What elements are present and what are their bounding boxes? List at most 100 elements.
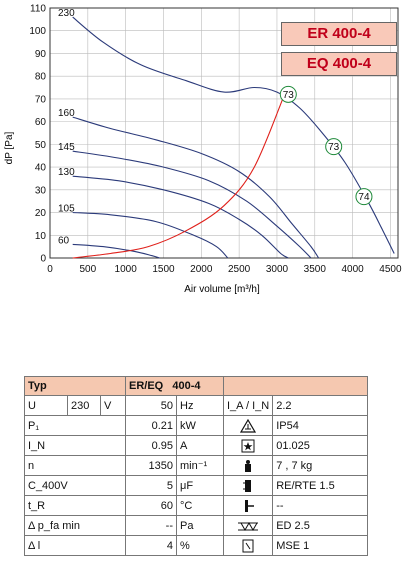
row-unit: kW xyxy=(176,415,224,436)
y-tick-label: 70 xyxy=(35,94,47,105)
capacitor-icon xyxy=(222,475,274,496)
y-tick-label: 110 xyxy=(30,4,46,15)
plot-area xyxy=(50,8,398,258)
row-unit: min⁻¹ xyxy=(176,455,224,476)
ip-icon xyxy=(222,415,274,436)
row-symbol: t_R xyxy=(24,495,126,516)
table-row: t_R 60 °C -- xyxy=(24,495,368,516)
star-box-icon xyxy=(222,435,274,456)
row-unit: Hz xyxy=(176,395,224,416)
series-label-105: 105 xyxy=(58,204,75,215)
x-tick-label: 3500 xyxy=(304,264,327,275)
row-unit: Pa xyxy=(176,515,224,536)
y-tick-label: 10 xyxy=(35,231,47,242)
row-unit: °C xyxy=(176,495,224,516)
table-row: C_400V 5 μF RE/RTE 1.5 xyxy=(24,475,368,496)
series-label-160: 160 xyxy=(58,108,75,119)
row-value: 1350 xyxy=(125,455,177,476)
y-axis-label: dP [Pa] xyxy=(4,131,15,164)
x-tick-label: 2000 xyxy=(190,264,213,275)
x-tick-label: 2500 xyxy=(228,264,251,275)
row-value: 60 xyxy=(125,495,177,516)
table-header-row: Typ ER/EQ 400-4 xyxy=(24,376,368,396)
ia-in-label: I_A / I_N xyxy=(222,395,274,416)
header-typ: Typ xyxy=(24,376,126,396)
row-symbol: P₁ xyxy=(24,415,126,436)
chart-series: 230 160 145 130 105 60 xyxy=(58,8,395,259)
efficiency-label: 74 xyxy=(358,192,370,203)
chart-axes: 0 500 1000 1500 2000 2500 3000 3500 4000 4500 0 10 2… xyxy=(29,4,402,276)
row-right-value: 01.025 xyxy=(272,435,368,456)
row-value: 0.95 xyxy=(125,435,177,456)
row-value: 5 xyxy=(125,475,177,496)
series-label-145: 145 xyxy=(58,142,75,153)
row-unit: μF xyxy=(176,475,224,496)
row-right-value: 7 , 7 kg xyxy=(272,455,368,476)
row-symbol: C_400V xyxy=(24,475,126,496)
x-tick-label: 4000 xyxy=(341,264,364,275)
x-tick-label: 1000 xyxy=(115,264,138,275)
row-voltage: 230 xyxy=(67,395,101,416)
row-symbol: I_N xyxy=(24,435,126,456)
system-curve-line xyxy=(72,94,286,259)
duct-icon xyxy=(222,515,274,536)
series-line-105 xyxy=(72,211,229,259)
header-blank xyxy=(223,376,368,396)
row-right-value: -- xyxy=(272,495,368,516)
row-right-value: MSE 1 xyxy=(272,535,368,556)
model-badge-eq: EQ 400-4 xyxy=(281,52,397,76)
row-value: -- xyxy=(125,515,177,536)
y-tick-label: 50 xyxy=(35,140,47,151)
row-symbol: Δ l xyxy=(24,535,126,556)
x-axis-label: Air volume [m³/h] xyxy=(184,284,260,295)
y-tick-label: 40 xyxy=(35,163,47,174)
table-row: n 1350 min⁻¹ 7 , 7 kg xyxy=(24,455,368,476)
y-tick-label: 60 xyxy=(35,117,47,128)
row-right-value: ED 2.5 xyxy=(272,515,368,536)
row-value: 50 xyxy=(125,395,177,416)
header-series: ER/EQ xyxy=(129,380,164,392)
series-line-160 xyxy=(72,116,320,259)
efficiency-marker xyxy=(355,188,373,206)
model-badge-er: ER 400-4 xyxy=(281,22,397,46)
series-line-60 xyxy=(72,243,160,259)
row-symbol: n xyxy=(24,455,126,476)
plot-frame xyxy=(49,7,399,259)
series-line-145 xyxy=(72,150,312,259)
y-tick-label: 0 xyxy=(40,254,46,265)
y-tick-label: 30 xyxy=(35,185,47,196)
row-voltage-unit: V xyxy=(100,395,126,416)
fan-curve-chart: 0 500 1000 1500 2000 2500 3000 3500 4000 4500 0 10 2… xyxy=(4,4,402,296)
row-value: 0.21 xyxy=(125,415,177,436)
table-row: I_N 0.95 A 01.025 xyxy=(24,435,368,456)
efficiency-label: 73 xyxy=(328,142,340,153)
weight-icon xyxy=(222,455,274,476)
series-label-230: 230 xyxy=(58,8,75,19)
header-size: 400-4 xyxy=(172,380,201,392)
x-tick-label: 0 xyxy=(47,264,53,275)
row-symbol: Δ p_fa min xyxy=(24,515,126,536)
row-right-value: 2.2 xyxy=(272,395,368,416)
row-unit: % xyxy=(176,535,224,556)
switch-icon xyxy=(222,535,274,556)
series-label-130: 130 xyxy=(58,167,75,178)
spec-table: Typ ER/EQ 400-4 U 230 V 50 Hz I_A / I_N … xyxy=(24,376,368,556)
row-value: 4 xyxy=(125,535,177,556)
efficiency-marker xyxy=(279,85,297,103)
table-row: U 230 V 50 Hz I_A / I_N 2.2 xyxy=(24,395,368,416)
y-tick-label: 90 xyxy=(35,49,47,60)
row-symbol: U xyxy=(24,395,68,416)
thermo-icon xyxy=(222,495,274,516)
row-right-value: IP54 xyxy=(272,415,368,436)
y-tick-label: 20 xyxy=(35,208,47,219)
table-row: P₁ 0.21 kW IP54 xyxy=(24,415,368,436)
series-label-60: 60 xyxy=(58,235,70,246)
y-tick-label: 80 xyxy=(35,72,47,83)
table-row: Δ l 4 % MSE 1 xyxy=(24,535,368,556)
series-line-130 xyxy=(72,175,289,259)
chart-annotations: 73 73 74 xyxy=(279,85,373,206)
x-tick-label: 4500 xyxy=(379,264,402,275)
row-unit: A xyxy=(176,435,224,456)
efficiency-marker xyxy=(325,138,343,156)
y-tick-label: 100 xyxy=(29,26,46,37)
